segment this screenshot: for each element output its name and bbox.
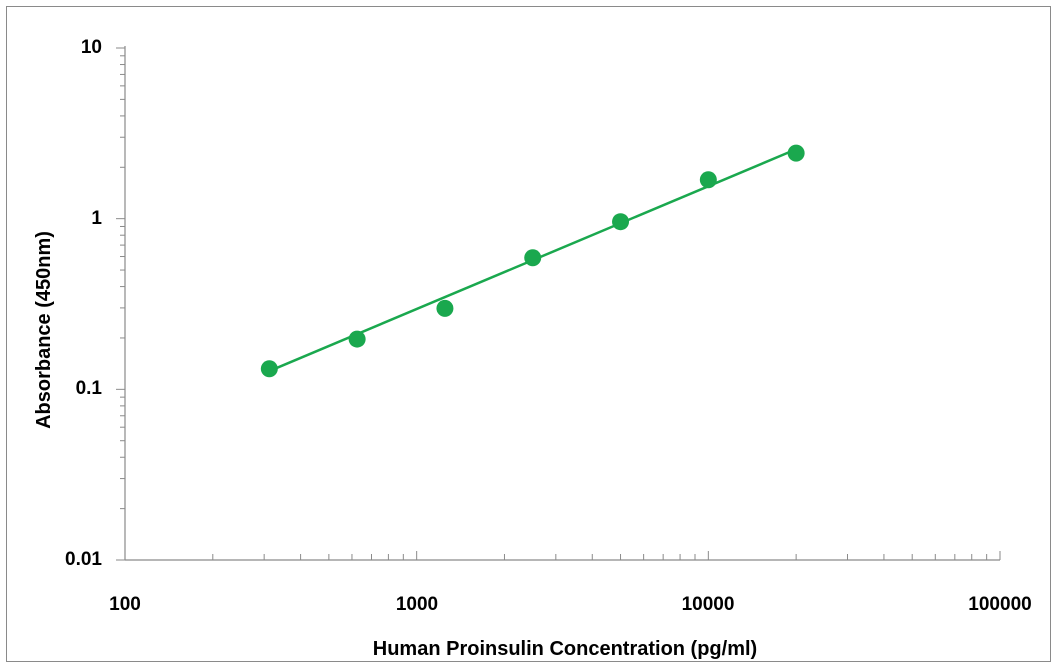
x-tick-label: 1000 [396,594,438,615]
data-point [612,213,630,231]
data-point [787,144,805,162]
x-ticks [124,551,1001,560]
y-tick-label: 0.1 [76,378,103,399]
plot-area [260,144,805,378]
x-tick-label: 10000 [682,594,735,615]
data-point [348,330,366,348]
x-tick-labels: 100 1000 10000 100000 [109,594,1032,615]
x-tick-label: 100 [109,594,141,615]
axes [116,46,1001,561]
x-axis-title: Human Proinsulin Concentration (pg/ml) [373,638,757,660]
y-tick-label: 1 [91,208,102,229]
y-ticks [116,47,125,561]
x-tick-label: 100000 [968,594,1031,615]
data-point [436,299,454,317]
data-point [699,171,717,189]
y-tick-label: 0.01 [65,549,102,570]
y-tick-label: 10 [81,37,102,58]
data-point [260,360,278,378]
data-point [524,249,542,267]
y-tick-labels: 10 1 0.1 0.01 [65,37,102,570]
y-axis-title: Absorbance (450nm) [33,231,55,429]
chart-frame [6,6,1051,662]
